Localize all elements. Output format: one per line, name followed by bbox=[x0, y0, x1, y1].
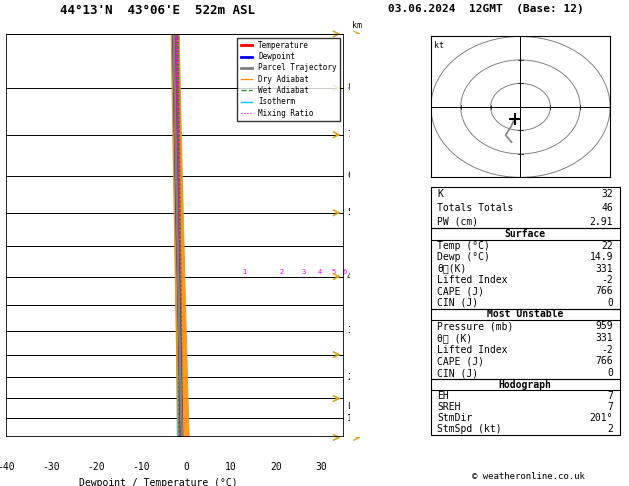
Text: Hodograph: Hodograph bbox=[499, 380, 552, 390]
Text: 766: 766 bbox=[596, 286, 613, 296]
Text: 4: 4 bbox=[347, 272, 352, 281]
Text: θᴇ (K): θᴇ (K) bbox=[437, 333, 472, 343]
Text: 2: 2 bbox=[279, 269, 283, 275]
Text: K: K bbox=[437, 189, 443, 199]
Text: 331: 331 bbox=[596, 263, 613, 274]
Text: 3: 3 bbox=[347, 326, 352, 335]
Text: -10: -10 bbox=[132, 462, 150, 471]
Text: 1: 1 bbox=[347, 414, 352, 423]
Text: -2: -2 bbox=[601, 275, 613, 285]
Text: 46: 46 bbox=[601, 203, 613, 213]
Text: 2.91: 2.91 bbox=[590, 217, 613, 226]
Text: 03.06.2024  12GMT  (Base: 12): 03.06.2024 12GMT (Base: 12) bbox=[388, 4, 584, 14]
Text: 22: 22 bbox=[601, 241, 613, 251]
Text: Pressure (mb): Pressure (mb) bbox=[437, 321, 513, 331]
Text: 30: 30 bbox=[315, 462, 327, 471]
Text: 0: 0 bbox=[608, 368, 613, 378]
Text: Surface: Surface bbox=[504, 229, 546, 239]
Text: -20: -20 bbox=[87, 462, 105, 471]
Text: Most Unstable: Most Unstable bbox=[487, 310, 564, 319]
Text: CIN (J): CIN (J) bbox=[437, 368, 478, 378]
Text: 331: 331 bbox=[596, 333, 613, 343]
Bar bbox=[6, 34, 343, 437]
Text: SREH: SREH bbox=[437, 402, 460, 412]
Text: 32: 32 bbox=[601, 189, 613, 199]
Text: Totals Totals: Totals Totals bbox=[437, 203, 513, 213]
Text: 6: 6 bbox=[342, 269, 347, 275]
Text: Dewpoint / Temperature (°C): Dewpoint / Temperature (°C) bbox=[79, 478, 237, 486]
Text: 20: 20 bbox=[270, 462, 282, 471]
Text: 1: 1 bbox=[243, 269, 247, 275]
Text: 0: 0 bbox=[608, 298, 613, 308]
Text: CAPE (J): CAPE (J) bbox=[437, 356, 484, 366]
Text: 959: 959 bbox=[596, 321, 613, 331]
Text: ASL: ASL bbox=[350, 46, 365, 55]
Text: Dewp (°C): Dewp (°C) bbox=[437, 252, 490, 262]
Text: Temp (°C): Temp (°C) bbox=[437, 241, 490, 251]
Text: θᴇ(K): θᴇ(K) bbox=[437, 263, 467, 274]
Text: Lifted Index: Lifted Index bbox=[437, 345, 508, 355]
Text: 8: 8 bbox=[347, 84, 352, 92]
Text: PW (cm): PW (cm) bbox=[437, 217, 478, 226]
Text: Mixing Ratio (g/kg): Mixing Ratio (g/kg) bbox=[384, 188, 393, 283]
Text: -40: -40 bbox=[0, 462, 15, 471]
Text: StmDir: StmDir bbox=[437, 413, 472, 423]
Text: 766: 766 bbox=[596, 356, 613, 366]
Text: 10: 10 bbox=[225, 462, 237, 471]
Text: 7: 7 bbox=[608, 402, 613, 412]
Text: 2: 2 bbox=[608, 424, 613, 434]
Text: 5: 5 bbox=[347, 208, 352, 217]
Text: Lifted Index: Lifted Index bbox=[437, 275, 508, 285]
Text: © weatheronline.co.uk: © weatheronline.co.uk bbox=[472, 472, 585, 481]
Text: 0: 0 bbox=[183, 462, 189, 471]
Text: EH: EH bbox=[437, 391, 449, 401]
Text: 201°: 201° bbox=[590, 413, 613, 423]
Text: 4: 4 bbox=[318, 269, 323, 275]
Text: -2: -2 bbox=[601, 345, 613, 355]
Text: 44°13'N  43°06'E  522m ASL: 44°13'N 43°06'E 522m ASL bbox=[60, 4, 255, 17]
Text: 7: 7 bbox=[608, 391, 613, 401]
Text: 14.9: 14.9 bbox=[590, 252, 613, 262]
Text: 5: 5 bbox=[331, 269, 336, 275]
Text: CIN (J): CIN (J) bbox=[437, 298, 478, 308]
Legend: Temperature, Dewpoint, Parcel Trajectory, Dry Adiabat, Wet Adiabat, Isotherm, Mi: Temperature, Dewpoint, Parcel Trajectory… bbox=[237, 38, 340, 121]
Text: 7: 7 bbox=[347, 130, 352, 139]
Text: kt: kt bbox=[435, 41, 445, 50]
Text: 2: 2 bbox=[347, 373, 352, 382]
Text: LCL: LCL bbox=[347, 402, 362, 411]
Text: 3: 3 bbox=[301, 269, 306, 275]
Text: km: km bbox=[352, 21, 362, 30]
Text: -30: -30 bbox=[42, 462, 60, 471]
Text: 6: 6 bbox=[347, 172, 352, 180]
Text: CAPE (J): CAPE (J) bbox=[437, 286, 484, 296]
Text: StmSpd (kt): StmSpd (kt) bbox=[437, 424, 502, 434]
